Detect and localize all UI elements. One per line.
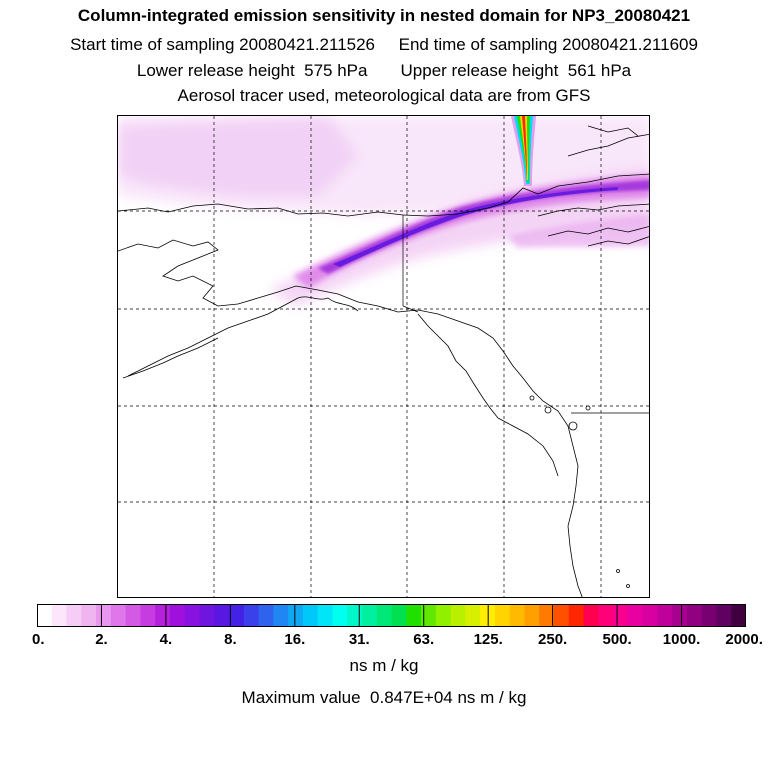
colorbar-swatch	[317, 604, 333, 627]
colorbar-swatch	[184, 604, 200, 627]
colorbar-swatch	[361, 604, 378, 627]
colorbar-tick-label: 16.	[284, 631, 306, 648]
colorbar-swatch	[509, 604, 525, 627]
colorbar-swatch	[568, 604, 585, 627]
colorbar-swatch	[37, 604, 53, 627]
colorbar-tick-label: 125.	[473, 631, 503, 648]
colorbar-swatch	[243, 604, 260, 627]
colorbar-swatch	[288, 604, 304, 627]
lower-release-height: Lower release height 575 hPa	[136, 61, 368, 80]
colorbar-swatch	[672, 604, 688, 627]
colorbar-swatch	[686, 604, 703, 627]
colorbar-swatch	[524, 604, 540, 627]
colorbar-tick-label: 500.	[602, 631, 632, 648]
colorbar-border	[37, 604, 746, 627]
colorbar-swatch	[302, 604, 319, 627]
colorbar-swatch	[716, 604, 732, 627]
colorbar-swatch	[598, 604, 614, 627]
colorbar-swatch	[553, 604, 570, 627]
colorbar-tick-label: 2000.	[725, 631, 763, 648]
colorbar-swatch	[258, 604, 274, 627]
colorbar-tick-label: 250.	[538, 631, 568, 648]
colorbar-swatch	[125, 604, 141, 627]
upper-release-height: Upper release height 561 hPa	[400, 61, 632, 80]
colorbar-swatch	[391, 604, 407, 627]
emission-sensitivity-map	[117, 115, 650, 598]
colorbar-swatch	[376, 604, 392, 627]
map-canvas	[118, 116, 649, 597]
tracer-info: Aerosol tracer used, meteorological data…	[177, 86, 591, 105]
start-time: Start time of sampling 20080421.211526	[70, 35, 376, 54]
colorbar-swatch	[273, 604, 289, 627]
colorbar-swatch	[169, 604, 186, 627]
political-borders	[402, 215, 649, 414]
colorbar-swatch	[81, 604, 97, 627]
colorbar-tick-label: 31.	[348, 631, 370, 648]
colorbar-swatch	[140, 604, 156, 627]
colorbar-swatch	[51, 604, 68, 627]
colorbar-swatch	[435, 604, 452, 627]
colorbar-swatch	[450, 604, 466, 627]
colorbar-swatch	[583, 604, 599, 627]
plot-title: Column-integrated emission sensitivity i…	[77, 6, 691, 25]
sampling-times: Start time of sampling 20080421.211526 E…	[0, 35, 768, 55]
colorbar-swatch	[642, 604, 658, 627]
maximum-value: Maximum value 0.847E+04 ns m / kg	[241, 688, 527, 707]
colorbar-swatch	[96, 604, 112, 627]
colorbar-swatch	[66, 604, 82, 627]
latlon-grid	[118, 116, 649, 597]
release-column	[511, 116, 536, 186]
release-heights: Lower release height 575 hPa Upper relea…	[0, 61, 768, 81]
colorbar-tick-label: 0.	[31, 631, 45, 648]
colorbar-tick-label: 8.	[224, 631, 237, 648]
colorbar-swatch	[199, 604, 215, 627]
colorbar-swatch	[406, 604, 422, 627]
colorbar-swatch	[701, 604, 717, 627]
colorbar-swatch	[110, 604, 127, 627]
colorbar-swatch	[214, 604, 230, 627]
colorbar-swatch	[332, 604, 348, 627]
coastlines	[118, 125, 649, 597]
colorbar-swatch	[731, 604, 746, 627]
colorbar-swatch	[539, 604, 555, 627]
colorbar-swatch	[657, 604, 673, 627]
colorbar-units: ns m / kg	[349, 656, 419, 675]
colorbar-tick-label: 4.	[159, 631, 173, 648]
colorbar	[37, 604, 746, 627]
sensitivity-field	[118, 116, 649, 306]
colorbar-tick-label: 2.	[95, 631, 108, 648]
colorbar-tick-labels: 0. 2. 4. 8. 16. 31. 63. 125. 250. 500. 1000. 2000.	[0, 631, 768, 651]
colorbar-swatch	[229, 604, 245, 627]
colorbar-tick-label: 63.	[413, 631, 435, 648]
end-time: End time of sampling 20080421.211609	[398, 35, 698, 54]
colorbar-swatch	[347, 604, 363, 627]
colorbar-swatch	[421, 604, 437, 627]
colorbar-tick-label: 1000.	[662, 631, 701, 648]
colorbar-swatch	[627, 604, 644, 627]
colorbar-swatch	[494, 604, 511, 627]
colorbar-swatch	[465, 604, 481, 627]
colorbar-swatch	[155, 604, 171, 627]
colorbar-swatch	[613, 604, 629, 627]
